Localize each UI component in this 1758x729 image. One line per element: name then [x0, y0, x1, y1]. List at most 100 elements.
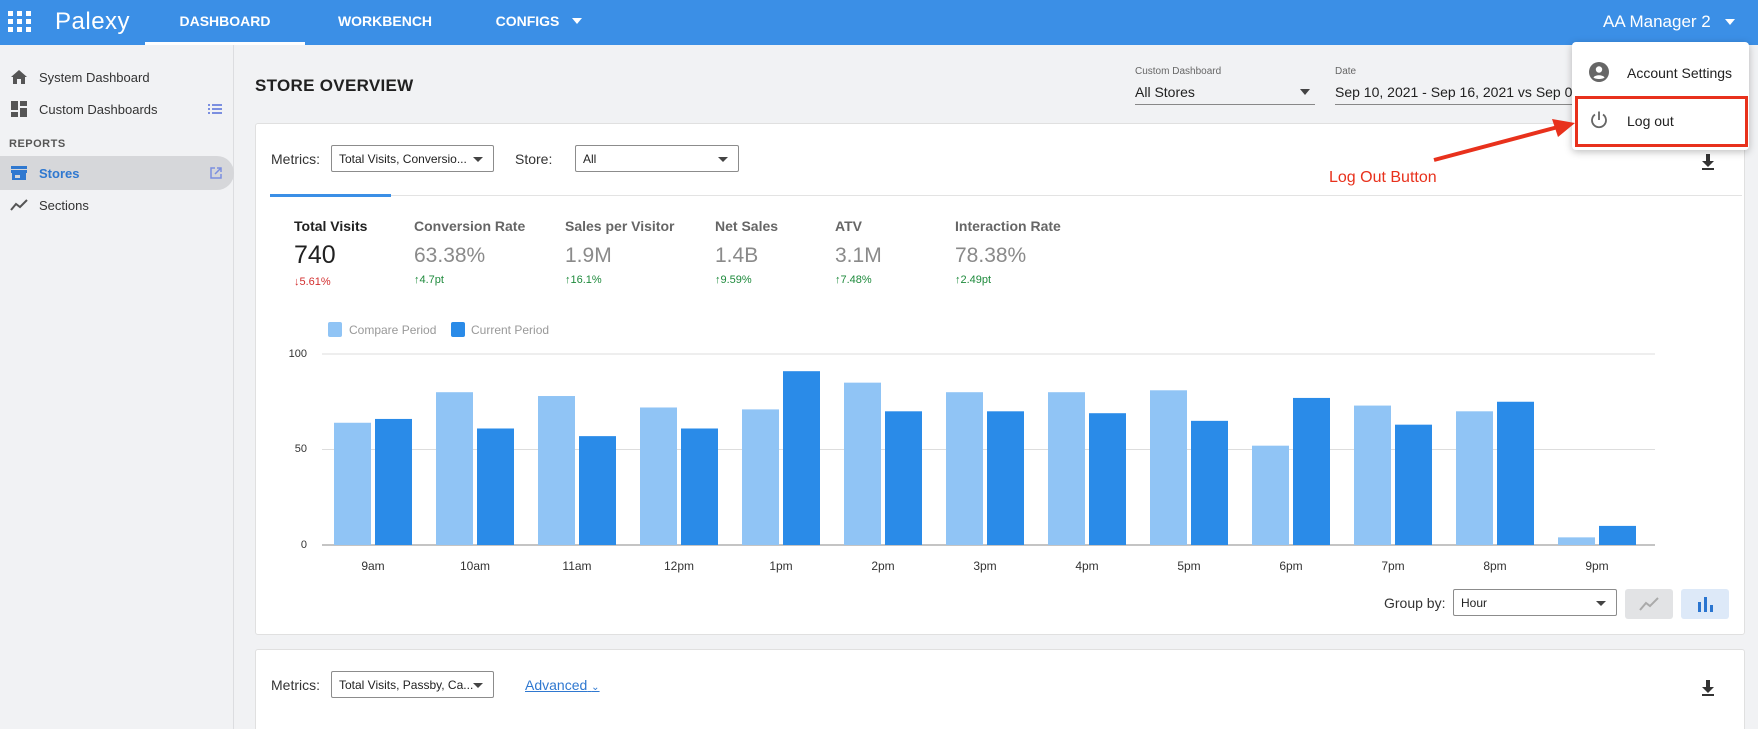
menu-item-label: Account Settings: [1627, 65, 1733, 81]
apps-grid-icon[interactable]: [6, 9, 34, 35]
metric-tab[interactable]: Net Sales 1.4B ↑9.59%: [715, 218, 778, 286]
metric-value: 78.38%: [955, 244, 1027, 267]
advanced-link[interactable]: Advanced ⌄: [525, 677, 600, 693]
store-select[interactable]: All: [575, 145, 739, 172]
chevron-down-icon: [1596, 601, 1606, 606]
group-by-label: Group by:: [1384, 595, 1446, 611]
annotation-arrow: [1433, 119, 1575, 162]
sidebar-item-sections[interactable]: Sections: [0, 188, 234, 222]
annotation-label: Log Out Button: [1329, 169, 1437, 186]
table-metrics-select[interactable]: Total Visits, Passby, Ca...: [331, 671, 494, 698]
x-tick-label: 9pm: [1585, 559, 1609, 573]
line-chart-icon: [1639, 597, 1659, 611]
arrow-up-icon: ↑: [565, 274, 571, 286]
legend-label-compare[interactable]: Compare Period: [349, 323, 437, 337]
x-tick-label: 5pm: [1177, 559, 1201, 573]
group-by-select[interactable]: Hour: [1453, 589, 1617, 616]
group-by-select-value: Hour: [1461, 596, 1488, 610]
metric-delta-value: 4.7pt: [419, 274, 444, 286]
date-underline: [1335, 104, 1575, 105]
trending-line-icon: [10, 199, 28, 211]
table-metrics-label: Metrics:: [271, 677, 320, 693]
x-tick-label: 2pm: [871, 559, 895, 573]
legend-label-current[interactable]: Current Period: [471, 323, 550, 337]
date-range-field[interactable]: Sep 10, 2021 - Sep 16, 2021 vs Sep 03: [1335, 84, 1581, 100]
sidebar: System Dashboard Custom Dashboards REPOR…: [0, 45, 234, 729]
store-label: Store:: [515, 151, 553, 167]
x-tick-label: 10am: [459, 559, 491, 573]
custom-dashboard-underline: [1135, 104, 1315, 105]
metric-delta-value: 5.61%: [299, 276, 331, 288]
download-icon[interactable]: [1699, 678, 1717, 698]
sidebar-item-custom-dashboards[interactable]: Custom Dashboards: [0, 92, 234, 126]
custom-dashboard-chevron-down-icon[interactable]: [1300, 89, 1310, 95]
line-chart-toggle-button[interactable]: [1625, 589, 1673, 619]
metric-delta: ↑7.48%: [835, 274, 882, 286]
store-overview-card: [255, 123, 1745, 635]
download-icon[interactable]: [1699, 152, 1717, 172]
bar-chart-toggle-button[interactable]: [1681, 589, 1729, 619]
arrow-down-icon: ↓: [294, 276, 300, 288]
metric-name: Conversion Rate: [414, 218, 526, 234]
x-tick-label: 7pm: [1381, 559, 1405, 573]
y-tick-label: 0: [300, 539, 307, 551]
configs-chevron-down-icon[interactable]: [572, 18, 582, 24]
sidebar-item-label: System Dashboard: [39, 70, 150, 85]
account-circle-icon: [1589, 62, 1609, 82]
metric-name: ATV: [835, 218, 862, 234]
log-out-highlight-box: [1575, 96, 1748, 147]
custom-dashboard-select[interactable]: All Stores: [1135, 84, 1195, 100]
arrow-up-icon: ↑: [955, 274, 961, 286]
table-metrics-select-value: Total Visits, Passby, Ca...: [339, 678, 474, 692]
user-menu-chevron-down-icon[interactable]: [1725, 19, 1735, 25]
custom-dashboard-label: Custom Dashboard: [1135, 66, 1222, 77]
y-tick-label: 100: [288, 348, 307, 360]
x-tick-label: 4pm: [1075, 559, 1099, 573]
metrics-tabs-divider: [270, 195, 1742, 196]
metric-delta-value: 2.49pt: [960, 274, 992, 286]
chevron-down-icon: ⌄: [591, 682, 600, 693]
bar-chart-icon: [1698, 597, 1713, 612]
metric-value: 63.38%: [414, 244, 486, 267]
metric-name: Net Sales: [715, 218, 779, 234]
sidebar-item-stores[interactable]: Stores: [0, 156, 234, 190]
metric-delta: ↑16.1%: [565, 274, 674, 286]
arrow-up-icon: ↑: [835, 274, 841, 286]
metric-tab[interactable]: Interaction Rate 78.38% ↑2.49pt: [955, 218, 1061, 286]
nav-tab-configs[interactable]: CONFIGS: [495, 13, 560, 29]
open-in-new-icon[interactable]: [209, 166, 223, 180]
menu-item-account-settings[interactable]: Account Settings: [1572, 50, 1749, 94]
store-select-value: All: [583, 152, 597, 166]
store-table-card: [255, 649, 1745, 729]
x-tick-label: 3pm: [973, 559, 997, 573]
x-tick-label: 9am: [361, 559, 385, 573]
list-icon[interactable]: [208, 103, 222, 115]
sidebar-item-label: Sections: [39, 198, 89, 213]
metrics-label: Metrics:: [271, 151, 320, 167]
metric-delta: ↑2.49pt: [955, 274, 1061, 286]
nav-tab-workbench[interactable]: WORKBENCH: [337, 13, 433, 29]
brand-logo[interactable]: Palexy: [55, 8, 131, 35]
metric-tab[interactable]: Sales per Visitor 1.9M ↑16.1%: [565, 218, 674, 286]
user-menu-name[interactable]: AA Manager 2: [1603, 12, 1711, 31]
metric-tab[interactable]: ATV 3.1M ↑7.48%: [835, 218, 882, 286]
metric-value: 740: [294, 241, 336, 269]
chevron-down-icon: [473, 157, 483, 162]
metric-tab[interactable]: Conversion Rate 63.38% ↑4.7pt: [414, 218, 525, 286]
metric-delta: ↑4.7pt: [414, 274, 525, 286]
metric-name: Total Visits: [294, 218, 368, 234]
metric-delta-value: 9.59%: [720, 274, 752, 286]
metric-delta-value: 16.1%: [570, 274, 602, 286]
page-title: STORE OVERVIEW: [255, 76, 414, 95]
metric-delta-value: 7.48%: [840, 274, 872, 286]
metrics-select[interactable]: Total Visits, Conversio...: [331, 145, 494, 172]
sidebar-item-system-dashboard[interactable]: System Dashboard: [0, 60, 234, 94]
power-icon: [1591, 111, 1607, 129]
menu-item-log-out[interactable]: Log out: [1572, 98, 1749, 142]
nav-tab-dashboard[interactable]: DASHBOARD: [145, 0, 305, 45]
arrow-up-icon: ↑: [715, 274, 721, 286]
metric-delta: ↑9.59%: [715, 274, 778, 286]
arrow-up-icon: ↑: [414, 274, 420, 286]
sidebar-section-reports: REPORTS: [9, 138, 66, 150]
metric-tab[interactable]: Total Visits 740 ↓5.61%: [294, 218, 367, 288]
